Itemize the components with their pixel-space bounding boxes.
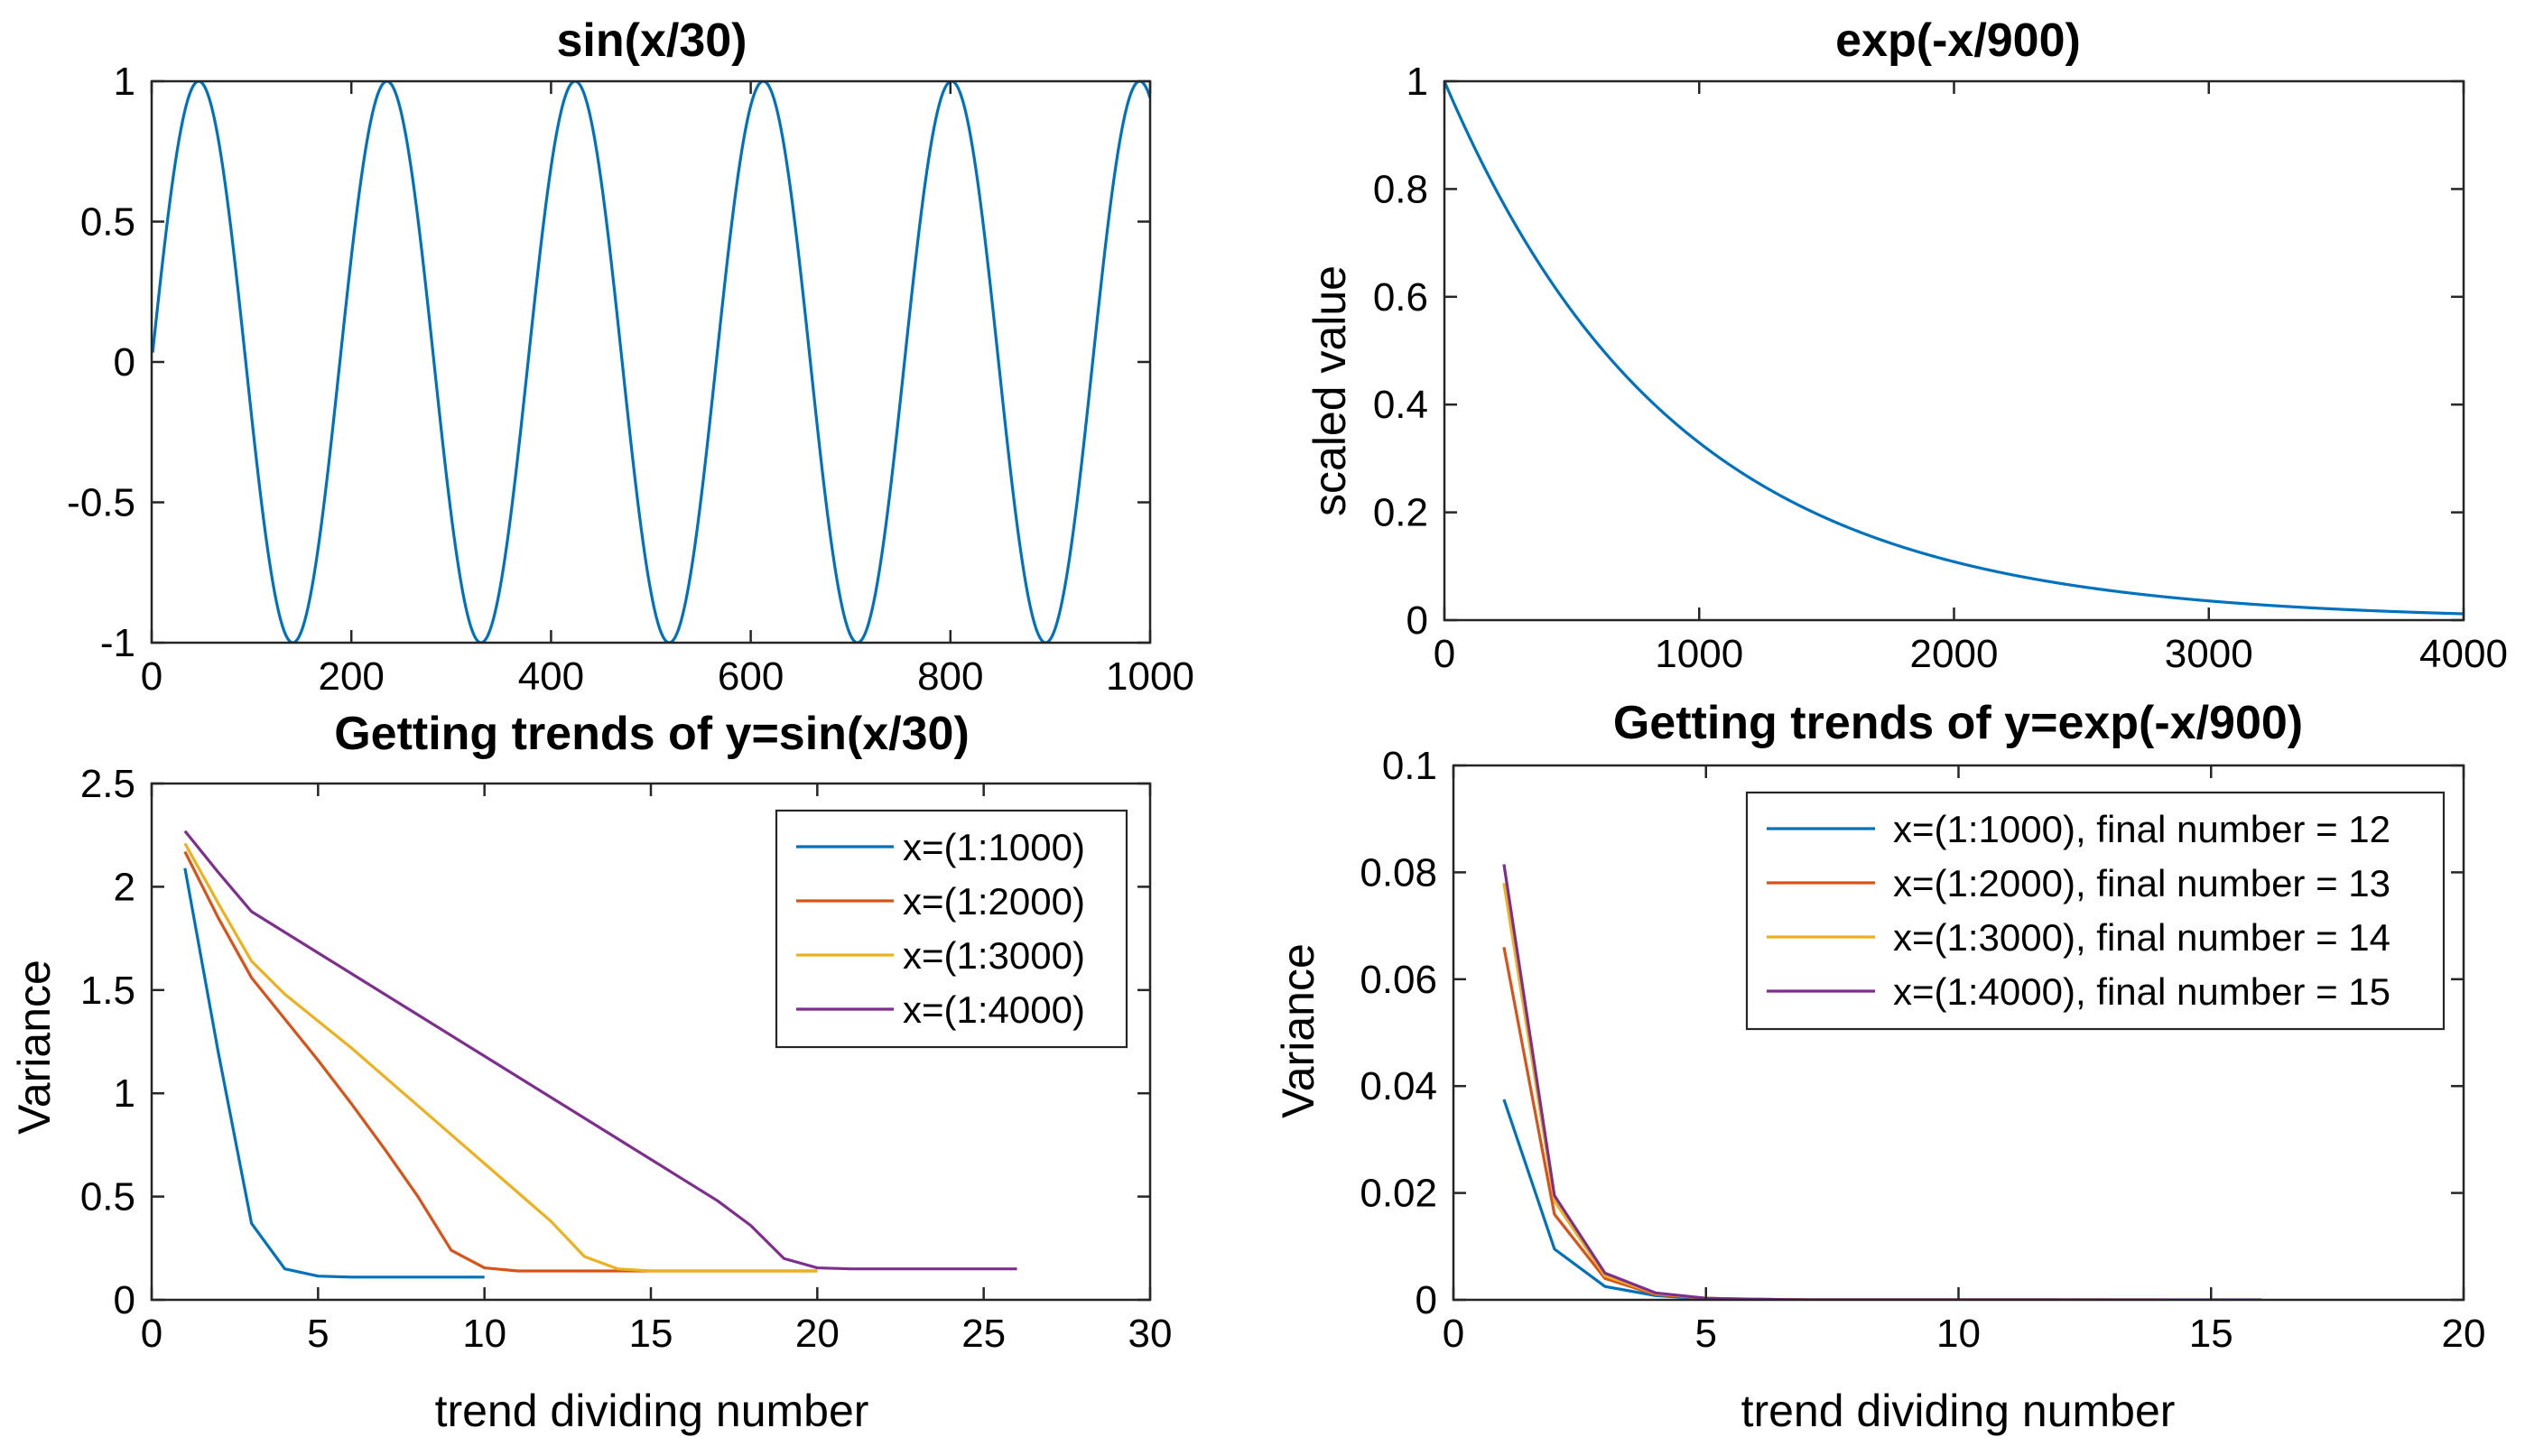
sin-trends-series-line-4 [183, 830, 1017, 1271]
sin-trends-ylabel: Variance [9, 960, 60, 1135]
sin-trends-xtick-label: 25 [961, 1312, 1006, 1356]
sin-trends-series-line-3 [183, 842, 818, 1273]
sin-plot-xtick-label: 400 [518, 654, 584, 699]
exp-trends-legend-label-1: x=(1:1000), final number = 12 [1893, 808, 2390, 850]
exp-trends-ytick-label: 0 [1416, 1278, 1437, 1322]
exp-trends-panel: Getting trends of y=exp(-x/900) trend di… [1273, 697, 2485, 1436]
exp-trends-series-line-3 [1502, 882, 2161, 1300]
sin-plot-xtick-label: 800 [917, 654, 983, 699]
exp-plot-series-line-1 [1444, 81, 2464, 616]
sin-plot-xtick-label: 0 [141, 654, 162, 699]
sin-plot-panel: sin(x/30) 0 200 400 600 800 1000 -1 -0.5 0 0.5 1 [67, 14, 1194, 699]
sin-trends-ytick-label: 1 [114, 1071, 135, 1116]
sin-plot-ytick-label: -1 [100, 621, 135, 665]
exp-plot-ytick-label: 0.8 [1373, 167, 1428, 211]
exp-trends-ylabel: Variance [1273, 943, 1323, 1118]
sin-trends-xtick-label: 5 [307, 1312, 329, 1356]
exp-plot-xtick-label: 4000 [2419, 632, 2508, 676]
exp-trends-legend: x=(1:1000), final number = 12 x=(1:2000),… [1745, 791, 2446, 1031]
exp-trends-series-line-4 [1502, 864, 2262, 1300]
sin-plot-title: sin(x/30) [557, 14, 747, 67]
sin-trends-legend: x=(1:1000) x=(1:2000) x=(1:3000) x=(1:4000) [775, 809, 1128, 1049]
sin-plot-ytick-label: -0.5 [67, 481, 135, 525]
sin-trends-ytick-label: 0.5 [80, 1175, 135, 1220]
exp-plot-ytick-label: 0.2 [1373, 491, 1428, 535]
sin-plot-xtick-label: 600 [718, 654, 784, 699]
exp-trends-legend-label-2: x=(1:2000), final number = 13 [1893, 862, 2390, 904]
exp-plot-ytick-label: 1 [1406, 60, 1428, 104]
exp-plot-xtick-label: 3000 [2165, 632, 2253, 676]
sin-trends-legend-label-1: x=(1:1000) [903, 826, 1085, 868]
sin-plot-ytick-label: 0 [114, 340, 135, 385]
exp-plot-ytick-label: 0.6 [1373, 275, 1428, 320]
sin-plot-ytick-label: 0.5 [80, 200, 135, 245]
sin-trends-legend-label-4: x=(1:4000) [903, 988, 1085, 1031]
exp-trends-xtick-label: 0 [1443, 1312, 1464, 1356]
exp-plot-xtick-label: 0 [1434, 632, 1455, 676]
exp-trends-xtick-label: 10 [1936, 1312, 1981, 1356]
exp-trends-title: Getting trends of y=exp(-x/900) [1613, 697, 2303, 749]
sin-trends-xlabel: trend dividing number [435, 1386, 869, 1436]
sin-trends-legend-box [775, 809, 1128, 1049]
exp-trends-ytick-label: 0.1 [1382, 744, 1437, 788]
sin-trends-xtick-label: 0 [141, 1312, 162, 1356]
exp-plot-panel: exp(-x/900) scaled value 0 1000 2000 3000 40… [1304, 14, 2508, 676]
sin-plot-series-line-1 [152, 81, 1150, 643]
sin-trends-ytick-label: 2 [114, 865, 135, 909]
exp-plot-ylabel: scaled value [1304, 265, 1355, 516]
sin-trends-xtick-label: 20 [795, 1312, 840, 1356]
sin-trends-title: Getting trends of y=sin(x/30) [334, 708, 970, 760]
sin-trends-ytick-label: 1.5 [80, 969, 135, 1013]
exp-plot-ytick-label: 0 [1406, 598, 1428, 643]
exp-trends-xtick-label: 20 [2442, 1312, 2486, 1356]
sin-trends-legend-label-3: x=(1:3000) [903, 934, 1085, 977]
sin-trends-ytick-label: 2.5 [80, 762, 135, 806]
exp-plot-title: exp(-x/900) [1835, 14, 2081, 67]
sin-trends-xtick-label: 30 [1128, 1312, 1173, 1356]
exp-trends-ytick-label: 0.08 [1360, 850, 1437, 895]
exp-plot-xtick-label: 1000 [1655, 632, 1743, 676]
sin-trends-panel: Getting trends of y=sin(x/30) trend divi… [9, 708, 1172, 1436]
exp-trends-legend-label-4: x=(1:4000), final number = 15 [1893, 970, 2390, 1013]
sin-trends-xtick-label: 10 [462, 1312, 506, 1356]
sin-trends-ytick-label: 0 [114, 1278, 135, 1322]
sin-trends-legend-label-2: x=(1:2000) [903, 880, 1085, 923]
exp-trends-xtick-label: 15 [2189, 1312, 2233, 1356]
exp-trends-ytick-label: 0.06 [1360, 958, 1437, 1002]
exp-trends-ytick-label: 0.02 [1360, 1172, 1437, 1216]
sin-trends-xtick-label: 15 [629, 1312, 673, 1356]
exp-trends-legend-box [1745, 791, 2446, 1031]
exp-trends-xlabel: trend dividing number [1741, 1386, 2176, 1436]
sin-plot-ytick-label: 1 [114, 60, 135, 104]
sin-plot-xtick-label: 1000 [1106, 654, 1194, 699]
exp-plot-xtick-label: 2000 [1910, 632, 1999, 676]
exp-trends-xtick-label: 5 [1695, 1312, 1717, 1356]
exp-plot-ytick-label: 0.4 [1373, 383, 1428, 427]
sin-plot-xtick-label: 200 [318, 654, 384, 699]
exp-trends-series-line-2 [1502, 946, 2111, 1300]
exp-trends-ytick-label: 0.04 [1360, 1064, 1437, 1108]
sin-trends-series-line-1 [183, 867, 485, 1279]
exp-trends-legend-label-3: x=(1:3000), final number = 14 [1893, 916, 2390, 959]
